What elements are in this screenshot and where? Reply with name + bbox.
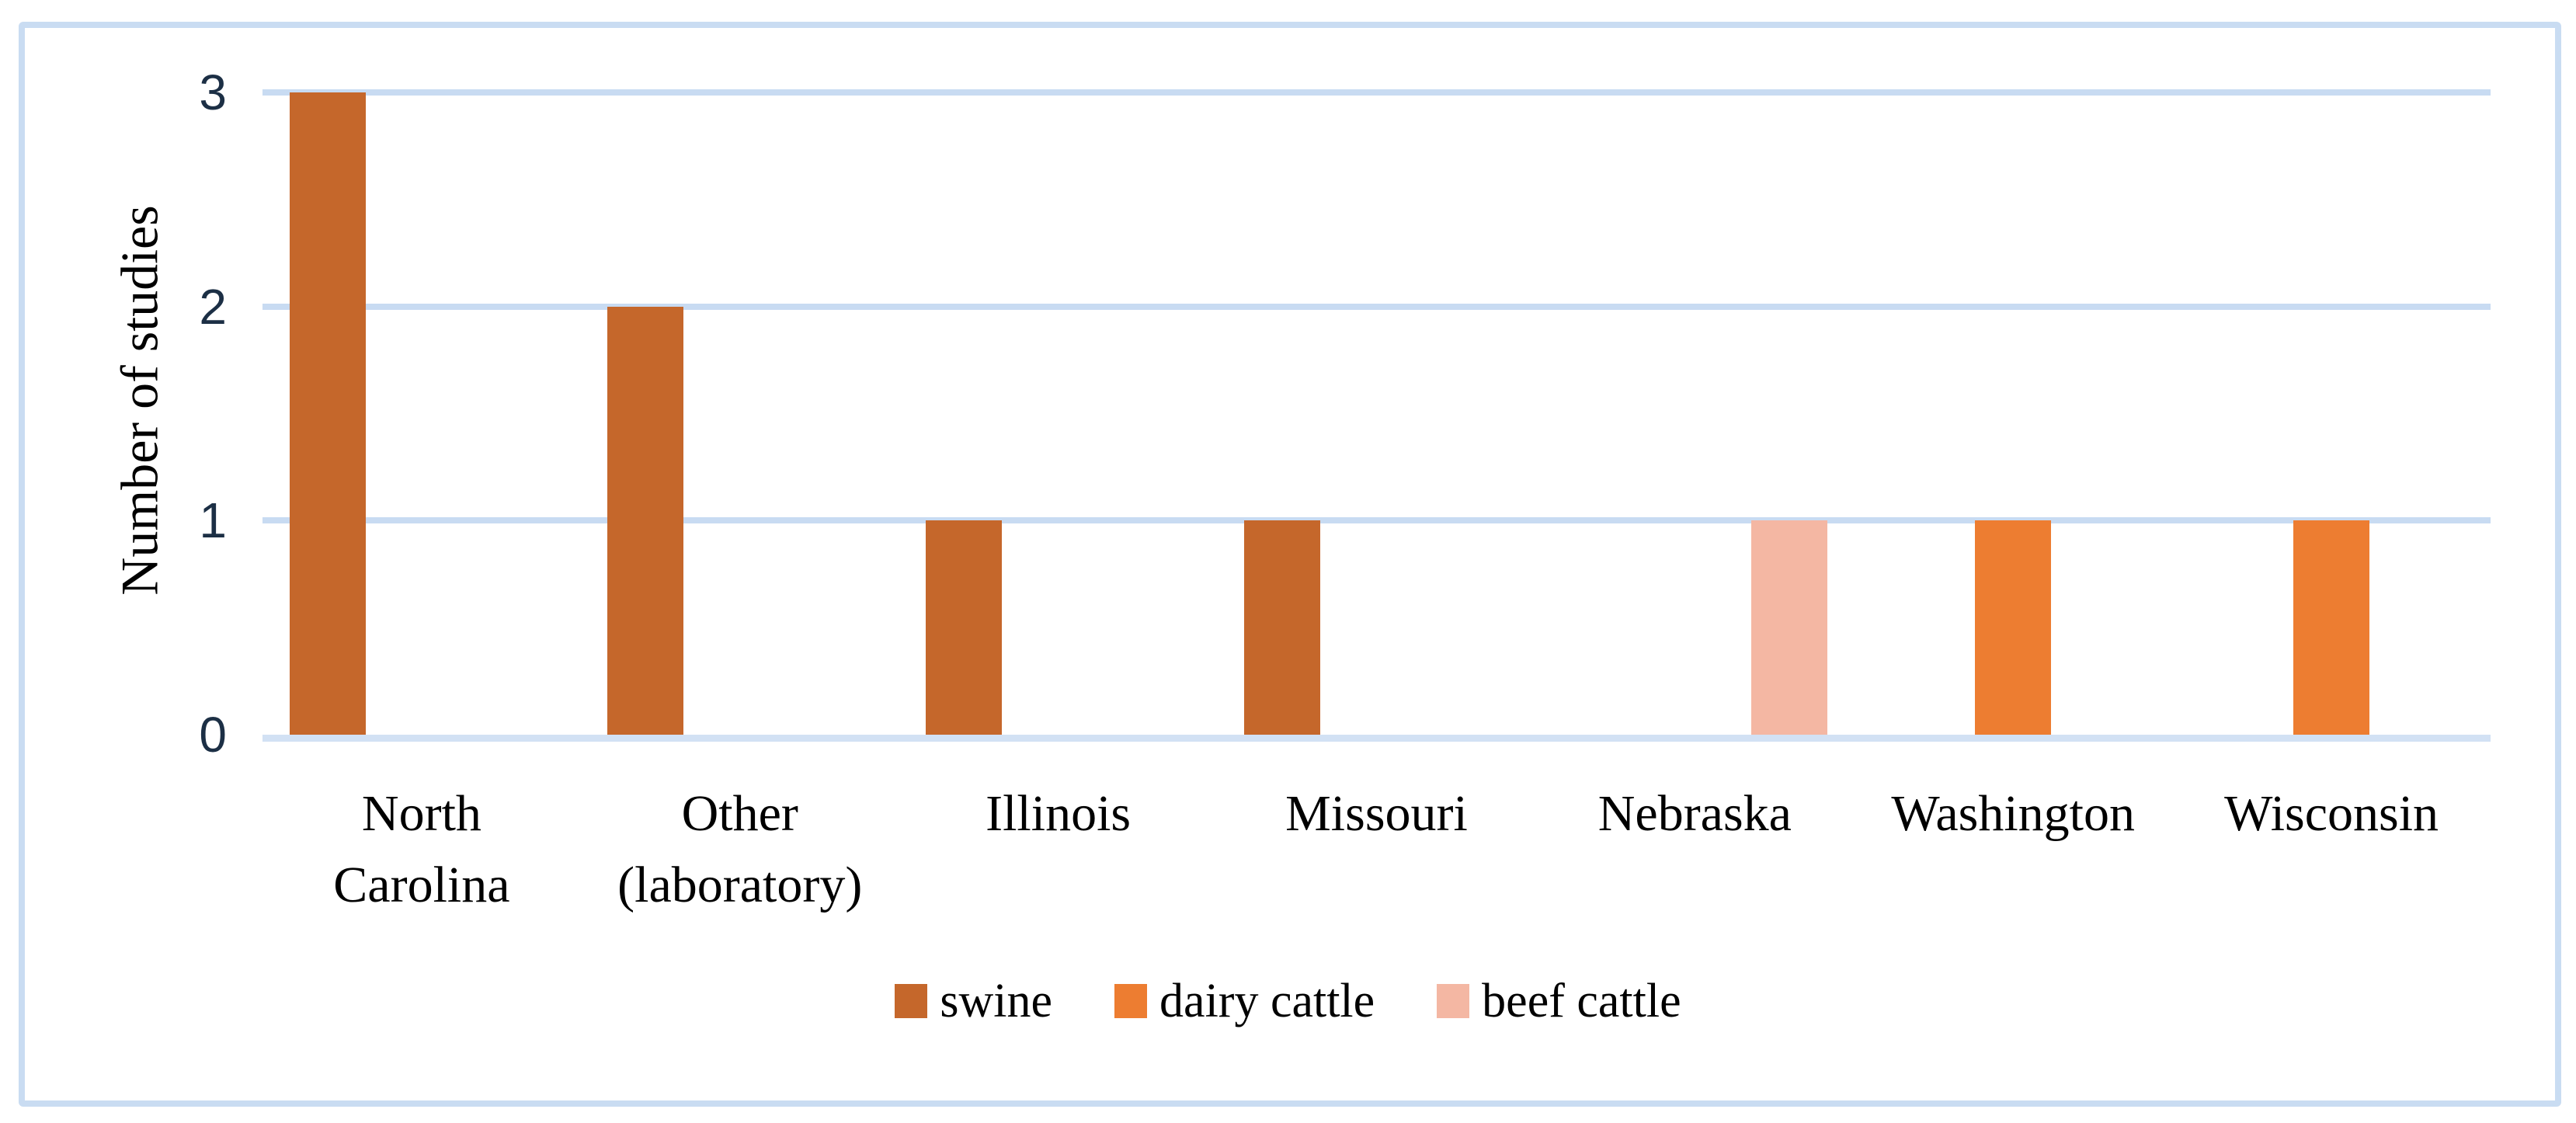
x-axis-label-washington: Washington xyxy=(1891,785,2136,842)
legend-item-dairy-cattle: dairy cattle xyxy=(1114,974,1375,1028)
y-axis-title: Number of studies xyxy=(110,205,169,596)
bar-north-carolina xyxy=(289,92,366,735)
x-axis-label-nebraska: Nebraska xyxy=(1597,785,1792,842)
bar-nebraska xyxy=(1750,520,1827,735)
x-axis-line xyxy=(262,735,2491,742)
y-tick-label-3: 3 xyxy=(199,64,227,120)
x-axis-label-wisconsin: Wisconsin xyxy=(2224,785,2439,842)
y-tick-label-1: 1 xyxy=(199,492,227,549)
bar-washington xyxy=(1975,520,2052,735)
bar-wisconsin xyxy=(2293,520,2370,735)
bar-illinois xyxy=(926,520,1003,735)
legend-swatch-dairy-cattle xyxy=(1114,984,1148,1018)
chart-legend: swine dairy cattle beef cattle xyxy=(0,974,2576,1028)
gridline-y2 xyxy=(262,303,2491,310)
legend-swatch-beef-cattle xyxy=(1437,984,1470,1018)
x-axis-label-missouri: Missouri xyxy=(1285,785,1468,842)
y-tick-label-0: 0 xyxy=(199,707,227,763)
gridline-y3 xyxy=(262,89,2491,96)
x-axis-label-other-laboratory: Other (laboratory) xyxy=(617,785,863,913)
legend-swatch-swine xyxy=(895,984,928,1018)
gridline-y1 xyxy=(262,517,2491,524)
legend-item-swine: swine xyxy=(895,974,1052,1028)
legend-label: beef cattle xyxy=(1482,975,1681,1027)
y-tick-label-2: 2 xyxy=(199,278,227,335)
x-axis-label-north-carolina: North Carolina xyxy=(333,785,510,913)
x-axis-label-illinois: Illinois xyxy=(986,785,1132,842)
legend-label: swine xyxy=(940,975,1053,1027)
bar-missouri xyxy=(1244,520,1321,735)
legend-label: dairy cattle xyxy=(1159,975,1375,1027)
chart-border-frame xyxy=(19,22,2561,1107)
legend-item-beef-cattle: beef cattle xyxy=(1437,974,1681,1028)
bar-other-laboratory xyxy=(607,306,684,735)
